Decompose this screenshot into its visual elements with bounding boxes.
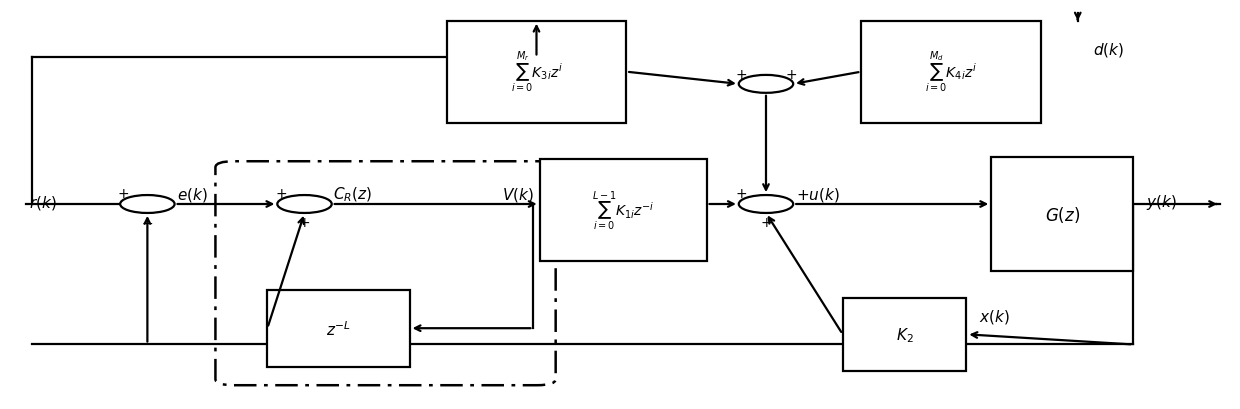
Circle shape [739, 196, 794, 213]
Text: $+$: $+$ [117, 186, 129, 200]
Text: $x(k)$: $x(k)$ [978, 307, 1009, 325]
Text: $+$: $+$ [760, 216, 773, 229]
Text: $+$: $+$ [735, 186, 748, 200]
Text: $C_R(z)$: $C_R(z)$ [334, 185, 372, 204]
Circle shape [278, 196, 332, 213]
Text: $V(k)$: $V(k)$ [502, 185, 533, 203]
Bar [862, 22, 1040, 123]
Text: $r(k)$: $r(k)$ [29, 193, 56, 211]
Circle shape [120, 196, 175, 213]
Text: $+u(k)$: $+u(k)$ [796, 185, 839, 203]
Text: $e(k)$: $e(k)$ [177, 185, 208, 203]
Text: $\sum_{i=0}^{M_r} K_{3i}z^{i}$: $\sum_{i=0}^{M_r} K_{3i}z^{i}$ [511, 50, 563, 95]
Text: $+$: $+$ [275, 186, 288, 200]
Text: $+$: $+$ [299, 216, 310, 229]
Text: $-$: $-$ [141, 216, 154, 229]
Bar [539, 160, 707, 261]
Text: $z^{-L}$: $z^{-L}$ [326, 319, 351, 338]
Text: $\sum_{i=0}^{L-1} K_{1i}z^{-i}$: $\sum_{i=0}^{L-1} K_{1i}z^{-i}$ [591, 189, 655, 232]
Text: $G(z)$: $G(z)$ [1045, 204, 1080, 225]
Text: $+$: $+$ [735, 67, 748, 81]
Bar [843, 298, 966, 371]
Text: $\sum_{i=0}^{M_d} K_{4i}z^{i}$: $\sum_{i=0}^{M_d} K_{4i}z^{i}$ [925, 50, 977, 95]
Circle shape [739, 76, 794, 94]
Text: $y(k)$: $y(k)$ [1146, 193, 1177, 212]
Bar [446, 22, 626, 123]
Text: $K_2$: $K_2$ [895, 325, 914, 344]
Text: $d(k)$: $d(k)$ [1092, 41, 1123, 59]
Text: $+$: $+$ [785, 67, 797, 81]
Bar [991, 158, 1133, 272]
Bar [268, 290, 409, 367]
